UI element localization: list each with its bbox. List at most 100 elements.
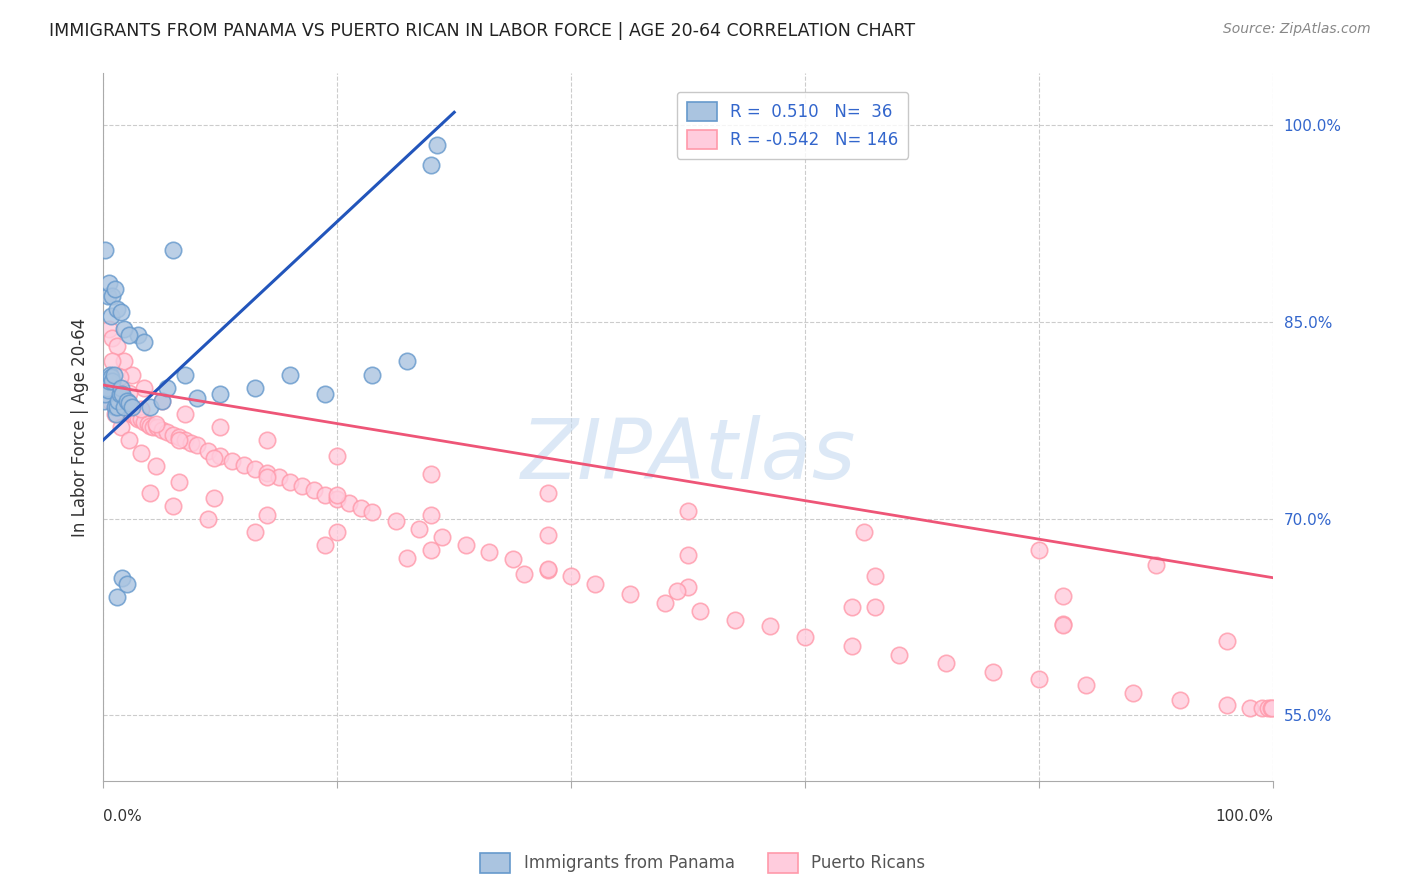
Point bbox=[111, 393, 134, 408]
Y-axis label: In Labor Force | Age 20-64: In Labor Force | Age 20-64 bbox=[72, 318, 89, 537]
Text: ZIPAtlas: ZIPAtlas bbox=[520, 415, 856, 496]
Point bbox=[314, 488, 336, 502]
Point bbox=[132, 381, 155, 395]
Point bbox=[139, 485, 162, 500]
Point bbox=[759, 619, 782, 633]
Point bbox=[167, 430, 190, 444]
Point bbox=[94, 387, 117, 401]
Point bbox=[326, 488, 349, 502]
Point bbox=[256, 470, 278, 484]
Point bbox=[794, 630, 817, 644]
Point bbox=[105, 407, 128, 421]
Point bbox=[125, 409, 148, 424]
Point bbox=[419, 158, 441, 172]
Point bbox=[267, 470, 290, 484]
Point bbox=[100, 370, 122, 384]
Point bbox=[935, 656, 957, 670]
Point bbox=[110, 393, 132, 408]
Point bbox=[146, 420, 169, 434]
Point bbox=[314, 538, 336, 552]
Point bbox=[1260, 700, 1282, 714]
Point bbox=[115, 401, 138, 415]
Point bbox=[162, 243, 184, 257]
Text: 100.0%: 100.0% bbox=[1215, 809, 1274, 824]
Point bbox=[209, 449, 232, 463]
Point bbox=[118, 385, 141, 400]
Point bbox=[145, 417, 167, 432]
Point bbox=[337, 496, 360, 510]
Point bbox=[156, 425, 179, 440]
Point bbox=[96, 381, 118, 395]
Point bbox=[104, 381, 127, 395]
Point bbox=[426, 138, 449, 153]
Point bbox=[121, 407, 143, 421]
Point bbox=[256, 433, 278, 447]
Point bbox=[118, 433, 141, 447]
Point bbox=[101, 289, 124, 303]
Point bbox=[112, 399, 135, 413]
Point bbox=[232, 458, 254, 472]
Point bbox=[162, 428, 184, 442]
Point bbox=[98, 368, 121, 382]
Point bbox=[129, 401, 152, 416]
Point bbox=[132, 415, 155, 429]
Point bbox=[432, 530, 454, 544]
Point bbox=[104, 401, 127, 415]
Point bbox=[104, 407, 127, 421]
Point bbox=[132, 334, 155, 349]
Point bbox=[361, 505, 384, 519]
Point bbox=[841, 639, 863, 653]
Point bbox=[98, 276, 121, 290]
Point bbox=[852, 524, 875, 539]
Point bbox=[118, 404, 141, 418]
Point bbox=[150, 393, 173, 408]
Point bbox=[121, 368, 143, 382]
Point bbox=[197, 443, 219, 458]
Point bbox=[107, 393, 129, 408]
Point bbox=[110, 420, 132, 434]
Point bbox=[186, 391, 208, 405]
Point bbox=[1250, 700, 1272, 714]
Point bbox=[1052, 616, 1074, 631]
Point bbox=[145, 459, 167, 474]
Point bbox=[1168, 692, 1191, 706]
Point bbox=[724, 613, 747, 627]
Point bbox=[1052, 589, 1074, 603]
Point bbox=[619, 586, 641, 600]
Point bbox=[118, 396, 141, 410]
Point bbox=[111, 387, 134, 401]
Point bbox=[98, 387, 121, 401]
Point bbox=[384, 515, 406, 529]
Point bbox=[326, 449, 349, 463]
Point bbox=[110, 304, 132, 318]
Legend: R =  0.510   N=  36, R = -0.542   N= 146: R = 0.510 N= 36, R = -0.542 N= 146 bbox=[676, 92, 908, 159]
Point bbox=[209, 387, 232, 401]
Point bbox=[1144, 558, 1167, 572]
Point bbox=[105, 591, 128, 605]
Point bbox=[115, 577, 138, 591]
Point bbox=[112, 321, 135, 335]
Point bbox=[678, 580, 700, 594]
Point bbox=[96, 381, 118, 395]
Point bbox=[865, 569, 887, 583]
Point bbox=[314, 387, 336, 401]
Point bbox=[245, 462, 267, 476]
Point bbox=[98, 393, 121, 408]
Point bbox=[114, 401, 136, 415]
Point bbox=[100, 309, 122, 323]
Point bbox=[349, 501, 371, 516]
Text: 0.0%: 0.0% bbox=[103, 809, 142, 824]
Point bbox=[139, 418, 162, 433]
Point bbox=[129, 446, 152, 460]
Point bbox=[97, 384, 120, 398]
Point bbox=[280, 368, 302, 382]
Point bbox=[478, 544, 501, 558]
Point bbox=[1122, 686, 1144, 700]
Point bbox=[202, 451, 225, 466]
Point bbox=[105, 339, 128, 353]
Point bbox=[136, 417, 159, 432]
Point bbox=[127, 328, 149, 343]
Point bbox=[98, 374, 121, 388]
Point bbox=[142, 420, 165, 434]
Point bbox=[1215, 633, 1237, 648]
